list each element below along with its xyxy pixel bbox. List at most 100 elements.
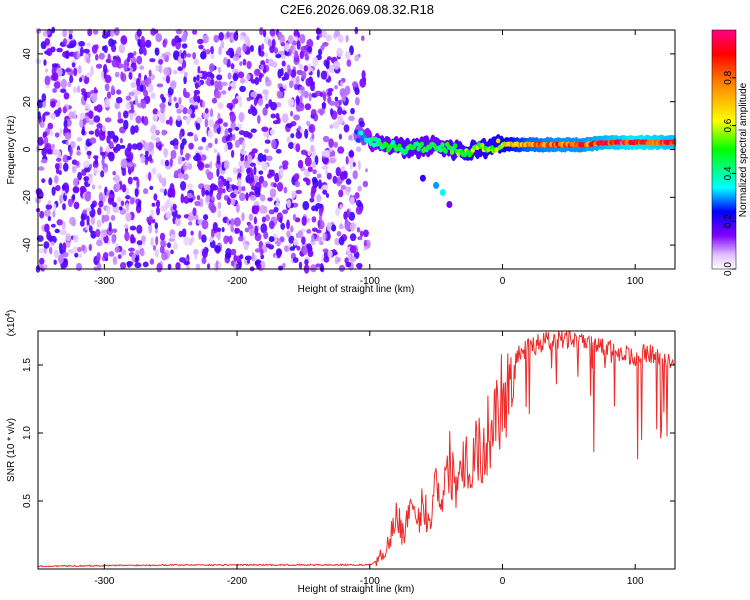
spectrogram-cell	[311, 176, 318, 184]
spectrogram-cell	[276, 91, 284, 99]
spectrogram-cell	[66, 241, 71, 248]
spectrogram-cell	[126, 261, 132, 268]
spectrogram-cell	[305, 178, 311, 186]
spectrogram-cell	[310, 144, 315, 152]
spectrogram-cell	[211, 97, 218, 104]
spectrogram-cell	[270, 113, 276, 119]
spectrogram-cell	[310, 189, 315, 199]
spectrogram-cell	[42, 131, 48, 138]
spectrogram-cell	[230, 248, 237, 256]
spectrogram-cell	[129, 197, 135, 205]
spectrogram-cell	[136, 55, 143, 65]
colorbar-tick-label: 0.4	[723, 166, 734, 180]
spectrogram-cell	[140, 249, 145, 257]
spectrogram-cell	[254, 187, 261, 195]
spectrogram-cell	[257, 152, 264, 163]
spectrogram-cell	[234, 139, 240, 148]
spectrogram-cell	[137, 38, 141, 47]
spectrogram-cell	[216, 167, 220, 178]
spectrogram-cell	[253, 97, 258, 107]
spectrogram-cell	[349, 222, 356, 232]
spectrogram-cell	[110, 85, 115, 95]
spectrogram-cell	[494, 147, 499, 153]
spectrogram-cell	[249, 45, 254, 52]
spectrogram-cell	[177, 155, 183, 165]
spectrogram-cell	[155, 33, 162, 43]
spectrogram-cell	[69, 216, 76, 226]
spectrogram-cell	[149, 258, 155, 265]
spectrogram-cell	[44, 223, 50, 233]
spectrogram-cell	[265, 76, 270, 83]
spectrogram-cell	[158, 144, 162, 151]
spectrogram-cell	[44, 50, 51, 55]
spectrogram-cell	[186, 53, 192, 58]
spectrogram-cell	[330, 108, 334, 116]
spectrogram-cell	[390, 139, 396, 145]
spectrogram-cell	[43, 111, 50, 116]
spectrogram-cell	[93, 155, 99, 160]
spectrogram-cell	[161, 251, 168, 261]
spectrogram-cell	[298, 261, 303, 270]
spectrogram-cell	[213, 148, 217, 153]
spectrogram-cell	[307, 46, 313, 53]
spectrogram-cell	[210, 195, 215, 202]
spectrogram-cell	[224, 128, 229, 137]
y-tick-label: -40	[22, 237, 33, 252]
spectrogram-cell	[241, 212, 245, 222]
spectrogram-cell	[89, 137, 97, 144]
spectrogram-cell	[89, 163, 93, 170]
spectrogram-cell	[344, 221, 352, 231]
spectrogram-cell	[152, 108, 158, 115]
y-tick-label: 0	[22, 146, 33, 152]
spectrogram-cell	[150, 124, 157, 133]
snr-plot: -300 -200 -100 0 100 0.5 1.0 1.5 Height of str…	[5, 310, 676, 595]
y-tick-label: -20	[22, 190, 33, 205]
spectrogram-cell	[196, 195, 201, 201]
spectrogram-cell	[321, 30, 327, 38]
spectrogram-x-axis-label: Height of straight line (km)	[298, 284, 415, 295]
spectrogram-cell	[275, 148, 282, 154]
colorbar: 0.0 0.2 0.4 0.6 0.8 Normalized spectral ampl…	[711, 29, 749, 276]
spectrogram-cell	[51, 143, 55, 150]
spectrogram-cell	[69, 146, 73, 157]
spectrogram-cell	[236, 178, 242, 188]
spectrogram-cell	[299, 95, 303, 104]
spectrogram-cell	[180, 193, 185, 204]
spectrogram-cell	[277, 68, 283, 79]
spectrogram-cell	[108, 194, 114, 199]
spectrogram-cell	[201, 219, 209, 230]
spectrogram-cell	[293, 31, 299, 37]
spectrogram-cell	[230, 121, 236, 131]
spectrogram-cell	[128, 91, 135, 96]
spectrogram-cell	[154, 248, 159, 258]
spectrogram-cell	[148, 83, 154, 93]
spectrogram-cell	[226, 180, 230, 190]
spectrogram-cell	[244, 227, 250, 233]
spectrogram-cell	[96, 239, 103, 247]
spectrogram-cell	[230, 63, 235, 70]
spectrogram-cell	[118, 63, 125, 69]
spectrogram-cell	[308, 123, 316, 134]
spectrogram-cell	[239, 85, 247, 93]
spectrogram-cell	[293, 114, 300, 121]
spectrogram-cell	[221, 227, 225, 233]
spectrogram-cell	[51, 63, 59, 68]
spectrogram-cell	[58, 242, 63, 253]
spectrogram-cell	[198, 230, 202, 240]
spectrogram-cell	[305, 77, 313, 87]
spectrogram-cell	[71, 62, 76, 68]
spectrogram-cell	[357, 160, 361, 171]
spectrogram-cell	[51, 186, 56, 196]
spectrogram-cell	[155, 199, 161, 208]
snr-y-ticks: 0.5 1.0 1.5	[22, 358, 675, 508]
spectrogram-cell	[304, 103, 312, 111]
spectrogram-cell	[333, 141, 339, 148]
spectrogram-cell	[100, 151, 106, 156]
spectrogram-cell	[327, 250, 333, 258]
spectrogram-cell	[193, 58, 199, 66]
spectrogram-cell	[59, 229, 67, 235]
spectrogram-cell	[236, 203, 240, 213]
spectrogram-cell	[140, 35, 145, 46]
spectrogram-cell	[119, 137, 123, 144]
spectrogram-cell	[201, 187, 206, 197]
